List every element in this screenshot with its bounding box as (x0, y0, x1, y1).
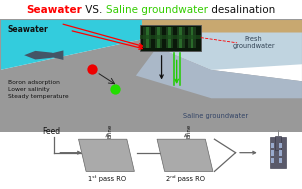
Text: 2ⁿᵈ pass RO: 2ⁿᵈ pass RO (166, 175, 205, 182)
Bar (157, 27, 160, 48)
Polygon shape (79, 139, 134, 171)
Bar (279, 150, 282, 156)
Polygon shape (52, 50, 63, 60)
Bar (188, 27, 196, 48)
Polygon shape (157, 139, 213, 171)
Polygon shape (142, 33, 157, 47)
Text: 1ˢᵗ pass RO: 1ˢᵗ pass RO (88, 175, 126, 182)
Bar (271, 158, 274, 163)
Bar (275, 136, 281, 150)
Bar (143, 27, 151, 48)
Polygon shape (24, 51, 55, 60)
Text: Feed: Feed (42, 127, 60, 136)
Bar (140, 35, 201, 39)
Polygon shape (136, 47, 302, 98)
Bar (166, 27, 173, 48)
Text: Boron adsorption
Lower salinity
Steady temperature: Boron adsorption Lower salinity Steady t… (8, 80, 68, 99)
Polygon shape (0, 19, 142, 70)
Bar (279, 143, 282, 148)
Polygon shape (142, 19, 302, 33)
Text: Saline groundwater: Saline groundwater (106, 5, 208, 15)
Bar (179, 27, 182, 48)
Polygon shape (142, 33, 302, 70)
Bar (270, 137, 286, 168)
Point (112, 88, 117, 91)
Text: Fresh
groundwater: Fresh groundwater (232, 36, 275, 49)
Bar (191, 27, 193, 48)
Text: desalination: desalination (208, 5, 275, 15)
Polygon shape (0, 39, 302, 132)
Bar (271, 143, 274, 148)
Bar (279, 158, 282, 163)
Bar (271, 150, 274, 156)
Bar (168, 27, 171, 48)
Bar (146, 27, 149, 48)
Text: Seawater: Seawater (8, 25, 48, 34)
Bar (155, 27, 162, 48)
Text: Brine: Brine (186, 124, 191, 138)
Bar (177, 27, 185, 48)
Text: Saline groundwater: Saline groundwater (182, 113, 248, 119)
Text: Seawater: Seawater (27, 5, 82, 15)
Point (90, 67, 95, 70)
Text: Brine: Brine (108, 124, 113, 138)
Bar (140, 25, 201, 51)
Text: VS.: VS. (82, 5, 106, 15)
